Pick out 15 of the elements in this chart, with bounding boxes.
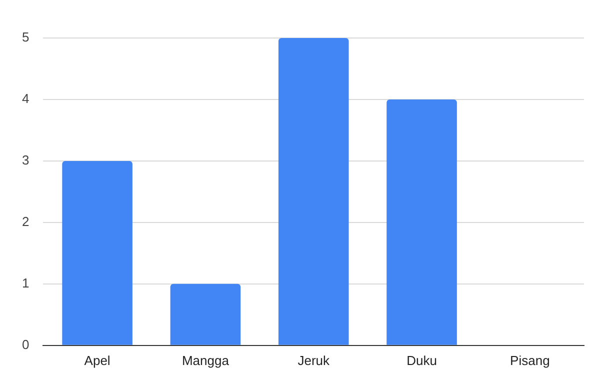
x-tick-label: Duku xyxy=(406,352,437,368)
bar xyxy=(278,38,349,345)
x-tick-label: Mangga xyxy=(182,352,230,368)
y-tick-label: 4 xyxy=(22,91,30,106)
x-tick-label: Apel xyxy=(84,352,110,368)
y-tick-label: 1 xyxy=(22,276,30,290)
x-tick-label: Jeruk xyxy=(298,352,330,368)
x-tick-label: Pisang xyxy=(510,352,550,368)
y-tick-label: 5 xyxy=(22,30,30,45)
bar xyxy=(62,160,132,345)
y-tick-label: 0 xyxy=(22,336,30,352)
bar xyxy=(386,99,457,345)
y-tick-label: 2 xyxy=(22,214,30,230)
bar xyxy=(170,284,241,345)
y-tick-label: 3 xyxy=(22,152,30,168)
